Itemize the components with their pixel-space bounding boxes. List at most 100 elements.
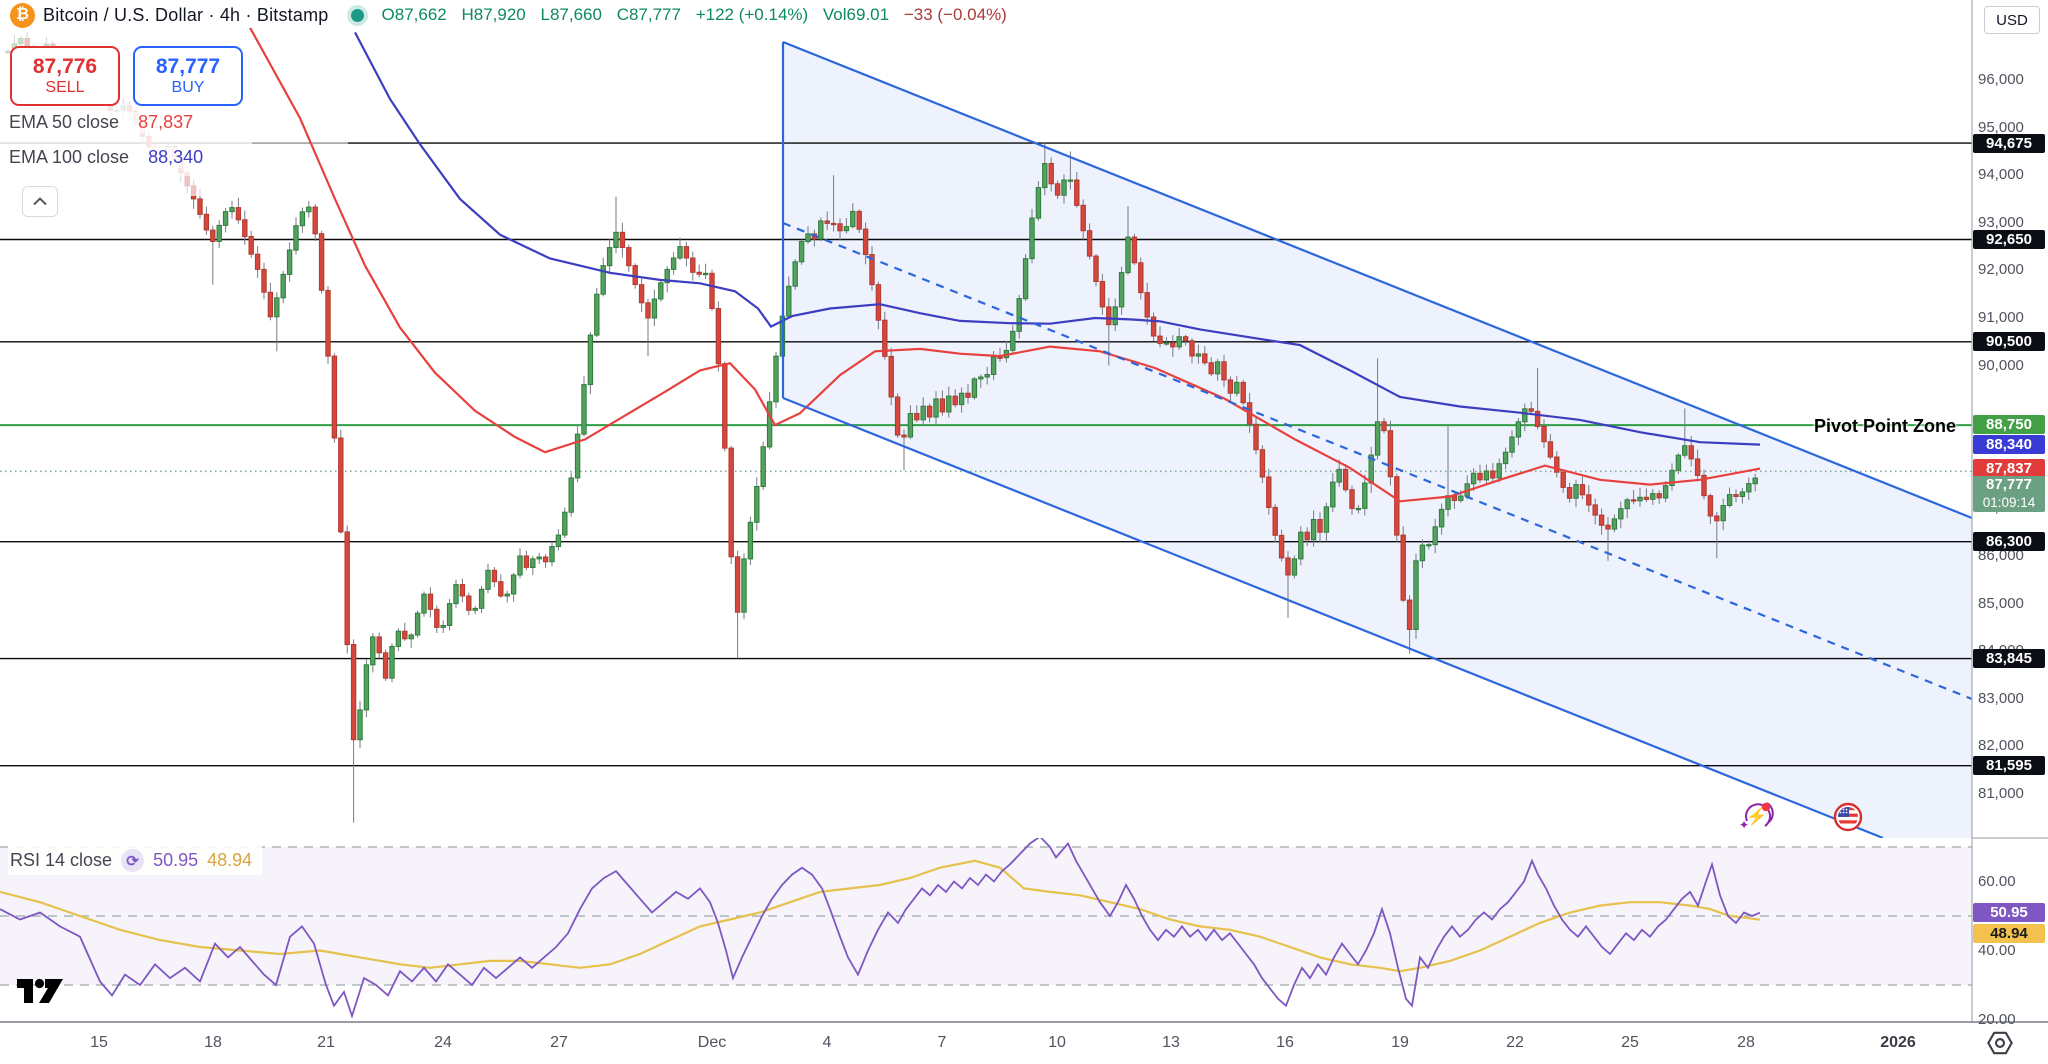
rsi-tick: 60.00 [1978,872,2016,890]
low-value: 87,660 [549,5,602,24]
current-price-value: 87,777 [1986,476,2032,494]
price-tick: 91,000 [1978,309,2024,326]
high-value: 87,920 [473,5,526,24]
time-tick[interactable]: 25 [1621,1034,1639,1051]
gear-icon [1987,1031,2013,1055]
candles[interactable] [5,32,1758,823]
price-tick: 93,000 [1978,213,2024,231]
price-tick: 86,000 [1978,547,2024,564]
bitcoin-icon: ₿ [10,2,35,28]
time-tick[interactable]: 13 [1162,1034,1180,1051]
tradingview-logo[interactable] [16,976,64,1011]
pivot-zone-label[interactable]: Pivot Point Zone [1814,416,1956,436]
channel-lower-line[interactable] [782,396,1884,838]
time-tick[interactable]: 15 [90,1034,108,1051]
buy-price: 87,777 [155,54,221,78]
channel-mid-line[interactable] [782,221,1972,701]
rsi-ma-value-label: 48.94 [1973,923,2045,943]
rsi-legend[interactable]: ⟳ RSI 14 close 50.95 48.94 [8,846,263,875]
price-tick: 96,000 [1978,71,2024,88]
close-label: C [616,5,629,24]
price-tick: 94,000 [1978,166,2024,184]
ohlc-row: O87,662 H87,920 L87,660 C87,777 +122 (+0… [382,5,1007,25]
time-tick[interactable]: 27 [550,1034,568,1051]
rsi-ma-line[interactable] [0,859,1761,973]
level-price-label: 86,300 [1973,532,2045,552]
change-value: +122 (+0.14%) [695,5,809,24]
rsi-legend-label: RSI 14 close [10,850,113,870]
svg-text:⚡: ⚡ [1746,806,1767,827]
sell-label: SELL [45,78,85,96]
svg-text:✦: ✦ [1739,818,1749,832]
rsi-tick: 20.00 [1978,1010,2016,1028]
level-price-label: 90,500 [1973,332,2045,352]
ema50-legend-label: EMA 50 close [9,112,120,132]
price-tick: 85,000 [1978,594,2024,612]
volume-value: 69.01 [846,5,890,24]
buy-label: BUY [171,78,205,96]
time-tick[interactable]: 18 [204,1034,222,1051]
time-tick[interactable]: 24 [434,1034,452,1051]
time-tick[interactable]: 28 [1737,1034,1755,1051]
sell-price: 87,776 [32,54,98,78]
ema50-price-label: 87,837 [1973,458,2045,478]
currency-selector[interactable]: USD [1984,6,2040,34]
chevron-up-icon [33,197,47,206]
time-tick[interactable]: 21 [317,1034,335,1051]
time-tick[interactable]: 19 [1391,1034,1409,1051]
time-tick[interactable]: Dec [697,1034,727,1051]
rsi-line[interactable] [0,837,1761,1019]
symbol-title[interactable]: Bitcoin / U.S. Dollar · 4h · Bitstamp [43,4,329,25]
volume-label: Vol [822,5,847,24]
ema100-price-label: 88,340 [1973,434,2045,454]
price-tick: 83,000 [1978,689,2024,707]
symbol-header: ₿ Bitcoin / U.S. Dollar · 4h · Bitstamp … [0,0,1007,30]
rsi-ma-value: 48.94 [207,850,253,870]
channel-upper-line[interactable] [782,40,1972,520]
economic-event-flag-icon[interactable] [1833,802,1863,832]
buy-button[interactable]: 87,777 BUY [133,46,243,106]
ema50-legend[interactable]: EMA 50 close 87,837 [9,112,200,133]
close-value: 87,777 [628,5,681,24]
price-tick: 95,000 [1978,118,2024,136]
time-tick[interactable]: 16 [1276,1034,1294,1051]
ema100-legend-value: 88,340 [148,147,204,167]
ema100-legend-label: EMA 100 close [9,147,130,167]
price-tick: 81,000 [1978,785,2024,802]
time-tick[interactable]: 7 [937,1034,947,1051]
ema100-legend[interactable]: EMA 100 close 88,340 [9,147,210,168]
time-tick[interactable]: 10 [1048,1034,1066,1051]
rsi-refresh-icon: ⟳ [121,849,145,872]
level-price-label: 92,650 [1973,229,2045,249]
rsi-value: 50.95 [153,850,199,870]
high-label: H [461,5,474,24]
volume-change: −33 (−0.04%) [903,5,1007,24]
tradingview-logo-icon [17,978,63,1003]
time-tick[interactable]: 22 [1506,1034,1524,1051]
axis-settings-gear[interactable] [1985,1029,2015,1062]
time-tick[interactable]: 4 [822,1034,832,1051]
level-price-label: 83,845 [1973,649,2045,669]
events-icon[interactable]: ⚡ ✦ [1739,802,1774,832]
sell-button[interactable]: 87,776 SELL [10,46,120,106]
time-tick[interactable]: 2026 [1880,1034,1916,1051]
pivot-price-label: 88,750 [1973,415,2045,435]
ema100-line[interactable] [354,31,1761,446]
collapse-legend-button[interactable] [22,186,58,217]
price-tick: 90,000 [1978,356,2024,374]
open-label: O [381,5,395,24]
price-tick: 82,000 [1978,737,2024,755]
current-price-label: 87,777 01:09:14 [1973,476,2045,513]
ema50-legend-value: 87,837 [138,112,194,132]
market-status-icon [350,8,364,22]
rsi-value-label: 50.95 [1973,902,2045,922]
bar-countdown: 01:09:14 [1982,495,2036,511]
rsi-tick: 40.00 [1978,941,2016,959]
low-label: L [540,5,550,24]
level-price-label: 94,675 [1973,133,2045,153]
level-price-label: 81,595 [1973,756,2045,776]
price-tick: 92,000 [1978,261,2024,279]
open-value: 87,662 [394,5,447,24]
